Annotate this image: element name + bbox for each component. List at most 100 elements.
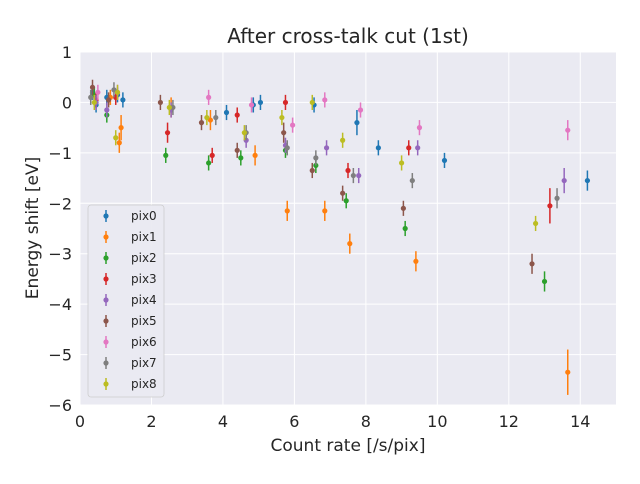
marker [238,155,244,161]
data-point-pix8 [241,125,247,141]
marker [354,120,360,126]
marker [357,107,364,113]
marker [164,130,171,136]
data-point-pix2 [402,220,408,237]
marker [88,94,94,100]
marker [163,152,169,158]
legend-label: pix0 [131,209,157,223]
data-point-pix1 [347,233,353,254]
y-tick-label: −1 [48,144,72,163]
marker [206,160,212,166]
x-tick-label: 4 [218,412,228,431]
data-point-pix5 [89,79,96,95]
data-point-pix6 [248,97,255,113]
legend-marker [103,234,109,240]
marker [309,99,315,106]
legend-label: pix7 [131,356,157,370]
marker [561,177,567,184]
y-tick-label: 0 [62,93,72,112]
data-point-pix0 [120,92,126,108]
data-point-pix4 [561,167,567,194]
chart-title: After cross-talk cut (1st) [227,24,469,48]
marker [416,125,423,131]
data-point-pix5 [157,94,163,110]
data-point-pix8 [204,109,210,126]
x-tick-label: 14 [570,412,590,431]
legend-marker [103,360,109,366]
data-point-pix2 [163,147,169,163]
data-point-pix0 [441,152,448,168]
x-tick-label: 12 [499,412,519,431]
marker [533,220,539,227]
marker [120,97,126,103]
marker [166,104,172,111]
marker [170,104,176,111]
marker [248,102,255,108]
marker [257,99,264,106]
data-point-pix2 [206,155,212,171]
marker [204,114,210,121]
marker [565,127,571,133]
legend-marker [103,339,109,345]
marker [116,140,122,146]
data-point-pix1 [565,349,571,395]
data-point-pix7 [88,89,94,105]
marker [356,172,362,179]
x-tick-label: 2 [146,412,156,431]
legend-item-pix2: pix2 [103,251,157,265]
data-point-pix3 [547,188,553,224]
legend-label: pix5 [131,314,157,328]
data-point-pix5 [400,200,406,216]
marker [309,167,315,174]
marker [290,122,296,128]
marker [213,114,219,121]
data-point-pix5 [340,185,346,201]
data-point-pix5 [105,92,112,108]
data-point-pix8 [166,99,172,116]
marker [400,205,406,211]
data-point-pix3 [234,107,240,123]
data-point-pix5 [309,162,315,179]
marker [282,99,289,106]
data-point-pix6 [322,92,328,108]
legend-marker [103,297,109,303]
marker [554,195,560,201]
data-point-pix5 [281,122,287,143]
legend-item-pix1: pix1 [103,230,157,244]
legend-item-pix0: pix0 [103,209,157,223]
x-tick-label: 0 [75,412,85,431]
gridlines [79,51,616,406]
data-point-pix7 [213,109,219,126]
marker [105,97,112,103]
data-point-pix3 [164,122,171,143]
marker [104,107,110,113]
marker [157,99,163,106]
legend-item-pix7: pix7 [103,356,157,370]
data-point-pix7 [554,188,560,209]
data-point-pix6 [95,84,101,100]
data-point-pix1 [413,251,419,272]
marker [279,114,285,121]
x-tick-label: 8 [361,412,371,431]
legend-marker [103,255,109,261]
data-point-pix7 [350,167,356,184]
legend-item-pix3: pix3 [103,272,157,286]
data-point-pix8 [533,215,539,232]
legend-item-pix6: pix6 [103,335,157,349]
y-tick-label: −2 [48,194,72,213]
data-point-pix0 [584,170,591,191]
data-point-pix5 [198,115,205,131]
y-tick-label: −6 [48,396,72,415]
data-point-pix0 [257,94,264,110]
marker [313,155,319,161]
y-tick-label: 1 [62,43,72,62]
marker [343,198,349,204]
data-point-pix4 [356,167,362,184]
data-point-pix5 [529,253,535,274]
marker [375,145,381,151]
marker [209,152,215,158]
marker [584,177,591,184]
